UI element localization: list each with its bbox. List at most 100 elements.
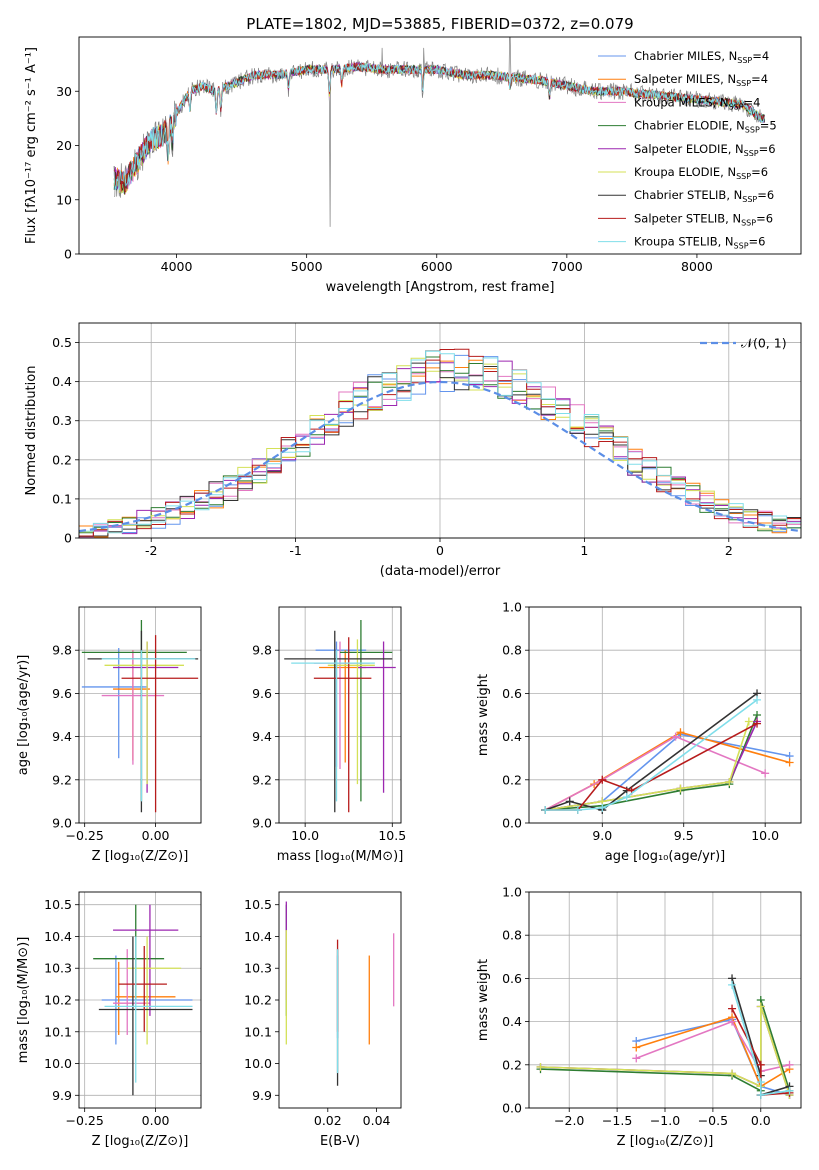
normal-curve: [79, 380, 801, 533]
y-tick-label: 10.3: [44, 961, 72, 976]
y-tick-label: 0: [64, 247, 72, 262]
y-tick-label: 0.6: [502, 686, 522, 701]
legend-entry: Chabrier MILES, NSSP=4: [634, 49, 769, 65]
legend-name: Chabrier ELODIE, N: [634, 119, 745, 133]
weight-line: [544, 735, 766, 811]
y-axis-label: mass weight: [476, 959, 491, 1041]
y-tick-label: 9.4: [52, 729, 72, 744]
legend-name: Chabrier MILES, N: [634, 49, 737, 63]
y-tick-label: 0.2: [52, 452, 72, 467]
legend-name: Salpeter ELODIE, N: [634, 142, 744, 156]
plot-marks: [284, 619, 396, 813]
legend-tail: =6: [756, 211, 773, 225]
weight-marker: [744, 717, 753, 726]
legend-tail: =6: [757, 188, 774, 202]
weight-marker: [728, 980, 737, 989]
legend-entry: Salpeter MILES, NSSP=4: [634, 72, 768, 88]
legend-name: Kroupa MILES, N: [634, 95, 729, 109]
y-tick-label: 10.3: [244, 961, 272, 976]
legend-tail: =6: [751, 165, 768, 179]
x-tick-label: 6000: [421, 259, 453, 274]
x-tick-label: -2: [145, 543, 157, 558]
y-tick-label: 9.8: [252, 643, 272, 658]
x-tick-label: -1: [289, 543, 301, 558]
x-tick-label: 2: [725, 543, 733, 558]
legend-tail: =4: [751, 72, 768, 86]
weight-line: [731, 984, 790, 1096]
legend-tail: =5: [760, 119, 777, 133]
legend-sub: SSP: [734, 242, 749, 251]
weight-marker: [573, 806, 582, 815]
y-tick-label: 9.2: [252, 772, 272, 787]
y-tick-label: 10: [56, 192, 72, 207]
residuals-legend: 𝒩(0, 1): [700, 336, 787, 351]
plot-frame: [528, 606, 802, 824]
weight-marker: [676, 784, 685, 793]
x-tick-label: 0: [436, 543, 444, 558]
y-tick-label: 20: [56, 138, 72, 153]
y-tick-label: 0.5: [52, 335, 72, 350]
weight-marker: [676, 728, 685, 737]
x-tick-label: −1.5: [602, 1113, 632, 1128]
x-tick-label: −0.25: [66, 828, 104, 843]
x-tick-label: −0.25: [66, 1113, 104, 1128]
weight-marker: [756, 1078, 765, 1087]
legend-sub: SSP: [744, 149, 759, 158]
chart-mass_vs_ebv: 0.02 0.04 9.9 10.0 10.1 10.2 10.3 10.4 10.5 E(B-V…: [244, 891, 402, 1149]
plot-frame: [528, 891, 802, 1109]
legend-name: Chabrier STELIB, N: [634, 188, 742, 202]
weight-marker: [785, 1060, 794, 1069]
y-tick-label: 0.4: [502, 1014, 522, 1029]
y-tick-label: 9.9: [252, 1088, 272, 1103]
x-tick-label: 9.0: [592, 828, 612, 843]
plot-marks: [541, 689, 794, 815]
weight-marker: [761, 769, 770, 778]
x-axis-label: Z [log₁₀(Z/Z⊙)]: [92, 849, 189, 864]
weight-marker: [753, 695, 762, 704]
legend-sub: SSP: [737, 56, 752, 65]
y-tick-label: 10.1: [44, 1024, 72, 1039]
legend-entry: Salpeter STELIB, NSSP=6: [634, 211, 773, 227]
y-axis-label: Normed distribution: [24, 366, 39, 496]
legend-sub: SSP: [736, 172, 751, 181]
x-tick-label: −0.5: [698, 1113, 728, 1128]
legend-entry: 𝒩(0, 1): [741, 336, 787, 351]
figure-title: PLATE=1802, MJD=53885, FIBERID=0372, z=0…: [246, 15, 633, 33]
chart-mass_vs_Z: −0.25 0.00 9.9 10.0 10.1 10.2 10.3 10.4 10.5 Z [l…: [16, 891, 202, 1149]
y-tick-label: 9.6: [252, 686, 272, 701]
y-tick-label: 10.0: [44, 1056, 72, 1071]
x-tick-label: 7000: [551, 259, 583, 274]
legend-name: Kroupa ELODIE, N: [634, 165, 736, 179]
y-tick-label: 0.1: [52, 491, 72, 506]
x-axis-label: wavelength [Angstrom, rest frame]: [326, 280, 555, 295]
x-tick-label: −2.0: [554, 1113, 584, 1128]
chart-age_vs_mass: 10.0 10.5 9.0 9.2 9.4 9.6 9.8 mass [log₁₀(M/M⊙)…: [252, 606, 406, 864]
x-axis-label: Z [log₁₀(Z/Z⊙)]: [617, 1134, 714, 1149]
y-tick-label: 0: [64, 531, 72, 546]
weight-marker: [598, 803, 607, 812]
weight-marker: [541, 806, 550, 815]
y-tick-label: 0.0: [502, 1101, 522, 1116]
plot-frame: [78, 891, 202, 1109]
histograms: [79, 348, 801, 538]
x-tick-label: 0.00: [142, 1113, 170, 1128]
x-tick-label: 0.00: [142, 828, 170, 843]
weight-marker: [756, 1002, 765, 1011]
x-axis-label: E(B-V): [320, 1134, 360, 1149]
x-axis-label: Z [log₁₀(Z/Z⊙)]: [92, 1134, 189, 1149]
chart-weight_vs_Z: −2.0 −1.5 −1.0 −0.5 0.0 0.0 0.2 0.4 0.6 0.8 1.0 Z […: [476, 885, 802, 1149]
weight-marker: [622, 793, 631, 802]
y-tick-label: 9.2: [52, 772, 72, 787]
legend-entry: Chabrier STELIB, NSSP=6: [634, 188, 774, 204]
histogram-step: [79, 350, 801, 537]
x-tick-label: 8000: [681, 259, 713, 274]
y-tick-label: 1.0: [502, 600, 522, 615]
y-tick-label: 30: [56, 84, 72, 99]
x-tick-label: 0.04: [363, 1113, 391, 1128]
y-axis-label: age [log₁₀(age/yr)]: [16, 655, 31, 776]
legend-name: Salpeter STELIB, N: [634, 211, 741, 225]
weight-line: [545, 714, 758, 811]
legend-entry: Kroupa ELODIE, NSSP=6: [634, 165, 768, 181]
